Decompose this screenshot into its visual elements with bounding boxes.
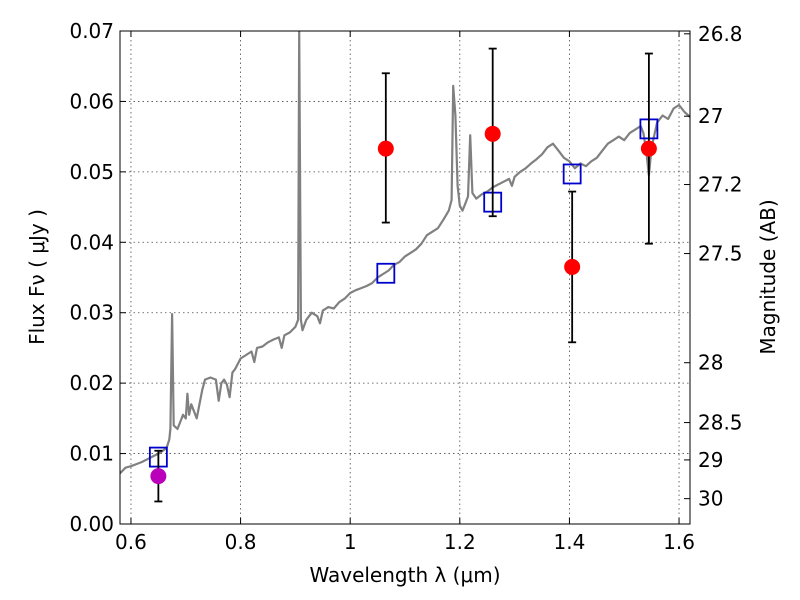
x-tick-label: 0.6 [115,530,147,554]
y-tick-label: 0.01 [69,442,114,466]
observed-photometry-point [564,258,581,275]
right-tick-label: 30 [698,487,723,511]
model-photometry-square [376,262,396,284]
right-tick-label: 27.5 [698,242,743,266]
y-tick-label: 0.07 [69,19,114,43]
observed-photometry-point [640,140,657,157]
right-tick-label: 28 [698,351,723,375]
x-tick-label: 0.8 [225,530,257,554]
plot-frame [119,30,691,525]
x-tick-label: 1 [344,530,357,554]
model-photometry-square [562,163,582,185]
axis-ticks: 0.6 0.8 1 1.2 1.4 1.6 0.00 0.01 0.02 0.03 0.04 0.05… [69,19,742,554]
x-tick-label: 1.4 [554,530,586,554]
x-tick-label: 1.6 [663,530,695,554]
y-tick-label: 0.00 [69,512,114,536]
y-tick-label: 0.06 [69,89,114,113]
observed-photometry-point [377,140,394,157]
grid-lines [120,31,690,524]
observed-photometry-point [150,468,167,485]
plot-area [120,31,690,503]
y-tick-label: 0.05 [69,160,114,184]
observed-photometry-point [484,125,501,142]
x-axis-label: Wavelength λ (μm) [309,563,500,587]
y-tick-label: 0.02 [69,371,114,395]
right-axis-label: Magnitude (AB) [756,199,780,354]
right-tick-label: 27 [698,104,723,128]
right-tick-label: 27.2 [698,173,743,197]
y-tick-label: 0.03 [69,301,114,325]
right-tick-label: 29 [698,448,723,472]
x-tick-label: 1.2 [444,530,476,554]
right-tick-label: 28.5 [698,411,743,435]
y-tick-label: 0.04 [69,230,114,254]
y-axis-label: Flux Fν ( μJy ) [25,209,49,345]
right-tick-label: 26.8 [698,22,743,46]
